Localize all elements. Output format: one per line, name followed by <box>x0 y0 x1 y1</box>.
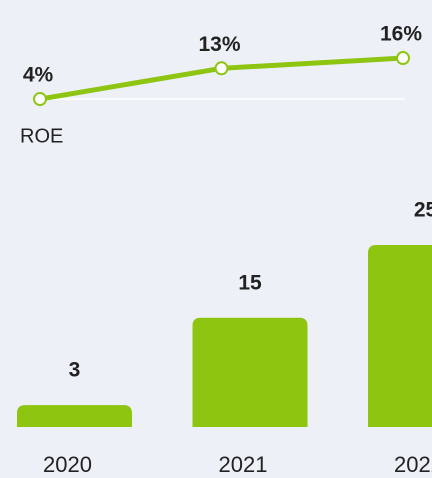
point <box>214 61 229 76</box>
point <box>396 51 410 66</box>
value-label: 3 <box>69 359 81 382</box>
x-tick-label: 2022 <box>394 452 432 477</box>
point <box>33 92 47 107</box>
value-label: 13% <box>198 33 240 56</box>
value-label: 15 <box>238 271 262 294</box>
x-tick-label: 2021 <box>219 452 268 477</box>
bar <box>192 317 308 427</box>
x-tick-label: 2020 <box>43 452 92 477</box>
value-label: 16% <box>380 23 422 46</box>
value-label: 4% <box>23 64 54 87</box>
bar <box>368 245 432 427</box>
value-label: 25 <box>414 199 432 222</box>
bar <box>17 405 132 427</box>
line-label: ROE <box>20 125 63 147</box>
